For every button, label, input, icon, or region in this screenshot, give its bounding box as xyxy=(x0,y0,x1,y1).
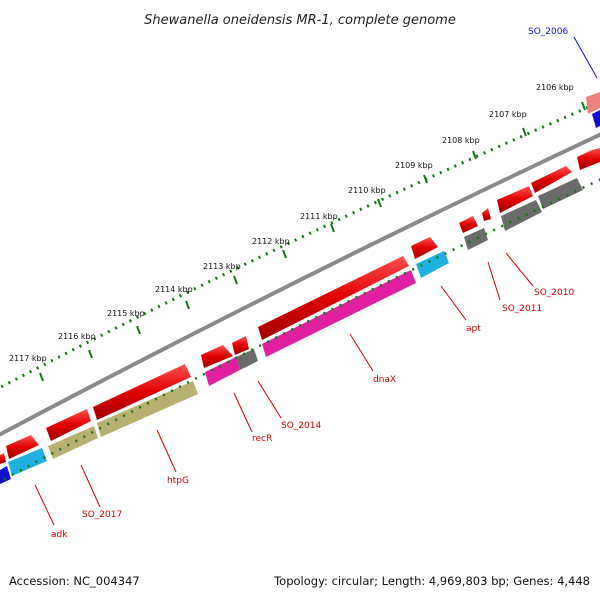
gene-arrow xyxy=(497,186,533,213)
gene-arrow xyxy=(577,148,600,170)
kbp-label: 2111 kbp xyxy=(300,212,338,221)
gene-label[interactable]: dnaX xyxy=(373,375,396,385)
rna-box xyxy=(236,349,258,370)
rna-box xyxy=(48,426,98,459)
gene-arrow xyxy=(232,336,249,355)
gene-label[interactable]: apt xyxy=(466,324,481,334)
gene-arrow xyxy=(531,166,572,193)
label-leaders xyxy=(34,36,598,526)
rna-box xyxy=(0,466,11,484)
kbp-label: 2113 kbp xyxy=(203,262,241,271)
rna-box xyxy=(262,270,416,357)
rna-box xyxy=(97,381,198,437)
genome-backbone xyxy=(0,132,600,437)
gene-arrow xyxy=(258,256,409,340)
rna-box xyxy=(205,357,240,386)
kbp-label: 2116 kbp xyxy=(58,332,96,341)
rna-box xyxy=(501,200,542,231)
gene-arrow xyxy=(46,409,91,441)
kbp-label: 2115 kbp xyxy=(107,309,145,318)
gene-arrow xyxy=(586,92,600,114)
rna-box xyxy=(538,178,583,209)
gene-arrow xyxy=(411,237,438,259)
kbp-label: 2117 kbp xyxy=(9,354,47,363)
kbp-label: 2112 kbp xyxy=(252,237,290,246)
gene-label[interactable]: SO_2017 xyxy=(82,510,122,520)
rna-features xyxy=(0,110,600,484)
rna-box xyxy=(8,448,47,476)
gene-arrow xyxy=(459,216,478,233)
topology-text: Topology: circular; Length: 4,969,803 bp… xyxy=(274,574,590,588)
gene-arrow xyxy=(93,364,191,420)
gene-label[interactable]: SO_2014 xyxy=(281,421,321,431)
kbp-label: 2114 kbp xyxy=(155,285,193,294)
kbp-label: 2107 kbp xyxy=(489,110,527,119)
gene-arrow xyxy=(201,345,233,368)
gene-arrow xyxy=(6,435,39,459)
gene-label[interactable]: SO_2010 xyxy=(534,288,574,298)
kbp-label: 2110 kbp xyxy=(348,186,386,195)
accession-text: Accession: NC_004347 xyxy=(9,574,140,588)
rna-box xyxy=(416,251,449,278)
rna-box xyxy=(464,228,488,250)
gene-label[interactable]: adk xyxy=(51,530,68,540)
forward-strand xyxy=(0,92,600,464)
gene-label[interactable]: recR xyxy=(252,434,272,444)
gene-arrow xyxy=(482,208,491,221)
kbp-label: 2108 kbp xyxy=(442,136,480,145)
gene-label[interactable]: htpG xyxy=(167,476,189,486)
rna-box xyxy=(592,110,600,128)
map-title: Shewanella oneidensis MR-1, complete gen… xyxy=(144,13,456,28)
gene-label[interactable]: SO_2006 xyxy=(528,27,568,37)
kbp-scale: 2106 kbp 2107 kbp 2108 kbp 2109 kbp 2110… xyxy=(9,83,586,382)
gene-label[interactable]: SO_2011 xyxy=(502,304,542,314)
gene-arrow xyxy=(0,453,6,464)
kbp-label: 2109 kbp xyxy=(395,161,433,170)
kbp-label: 2106 kbp xyxy=(536,83,574,92)
